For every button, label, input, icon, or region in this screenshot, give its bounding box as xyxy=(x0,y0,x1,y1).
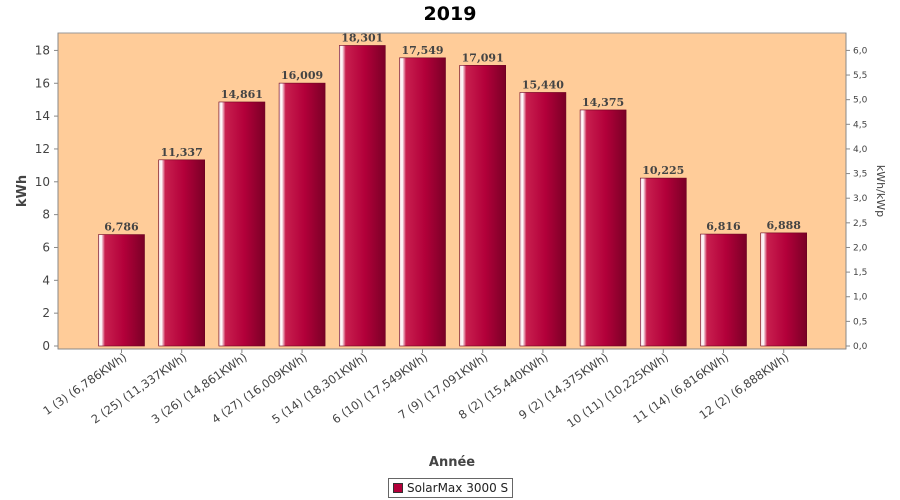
data-label: 10,225 xyxy=(642,164,684,177)
y-tick-label: 6 xyxy=(42,240,50,254)
data-label: 16,009 xyxy=(281,69,323,82)
y2-axis-title: kWh/kWp xyxy=(874,165,887,217)
bars xyxy=(98,45,808,347)
bar xyxy=(98,234,145,347)
x-axis-title: Année xyxy=(429,455,475,470)
y2-tick-label: 1,5 xyxy=(853,268,867,278)
data-label: 14,861 xyxy=(221,88,263,101)
y-axis-left: 0 2 4 6 8 10 12 14 16 18 xyxy=(35,33,59,353)
data-label: 11,337 xyxy=(161,146,203,159)
bar xyxy=(760,232,808,347)
y2-tick-label: 4,5 xyxy=(853,120,867,130)
y2-tick-label: 3,5 xyxy=(853,170,867,180)
y2-tick-label: 0,0 xyxy=(853,342,868,352)
chart-title: 2019 xyxy=(424,3,477,25)
data-label: 18,301 xyxy=(341,31,383,44)
legend: SolarMax 3000 S xyxy=(388,478,514,498)
data-label: 6,888 xyxy=(766,219,801,232)
legend-swatch xyxy=(393,483,403,493)
y-axis-title: kWh xyxy=(15,175,30,207)
y2-tick-label: 5,0 xyxy=(853,96,868,106)
bar xyxy=(218,101,266,347)
y-tick-label: 8 xyxy=(42,208,50,222)
y-tick-label: 12 xyxy=(35,142,50,156)
y2-tick-label: 6,0 xyxy=(853,46,868,56)
x-axis: 1 (3) (6,786KWh)2 (25) (11,337KWh)3 (26)… xyxy=(40,348,846,431)
data-label: 17,549 xyxy=(401,44,443,57)
bar xyxy=(459,65,507,347)
y2-tick-label: 2,0 xyxy=(853,243,868,253)
y-tick-label: 18 xyxy=(35,43,50,57)
bar xyxy=(700,233,747,347)
y2-tick-label: 1,0 xyxy=(853,293,868,303)
y2-tick-label: 3,0 xyxy=(853,194,868,204)
bar xyxy=(519,92,567,347)
bar xyxy=(338,45,386,347)
y2-tick-label: 2,5 xyxy=(853,219,867,229)
y-tick-label: 0 xyxy=(42,339,50,353)
data-label: 6,786 xyxy=(104,221,139,234)
y-axis-right: 0,0 0,5 1,0 1,5 2,0 2,5 3,0 3,5 4,0 4,5 5,0 5,5 6,0 xyxy=(845,33,868,352)
data-label: 15,440 xyxy=(522,78,564,91)
bar xyxy=(278,82,326,347)
bar xyxy=(399,57,446,347)
y-tick-label: 10 xyxy=(35,175,50,189)
data-labels: 6,786 11,337 14,861 16,009 18,301 17,549 17,09… xyxy=(104,31,801,233)
bar xyxy=(639,177,687,347)
bar xyxy=(158,159,205,347)
y-tick-label: 4 xyxy=(42,273,50,287)
y2-tick-label: 4,0 xyxy=(853,145,868,155)
y2-tick-label: 0,5 xyxy=(853,317,867,327)
y-tick-label: 2 xyxy=(42,306,50,320)
y-tick-label: 14 xyxy=(35,109,50,123)
legend-label: SolarMax 3000 S xyxy=(407,481,509,495)
bar xyxy=(579,109,627,347)
data-label: 17,091 xyxy=(462,51,504,64)
y-tick-label: 16 xyxy=(35,76,50,90)
data-label: 6,816 xyxy=(706,220,741,233)
data-label: 14,375 xyxy=(582,96,624,109)
y2-tick-label: 5,5 xyxy=(853,71,867,81)
x-tick-label: 10 (11) (10,225KWh) xyxy=(564,350,671,431)
